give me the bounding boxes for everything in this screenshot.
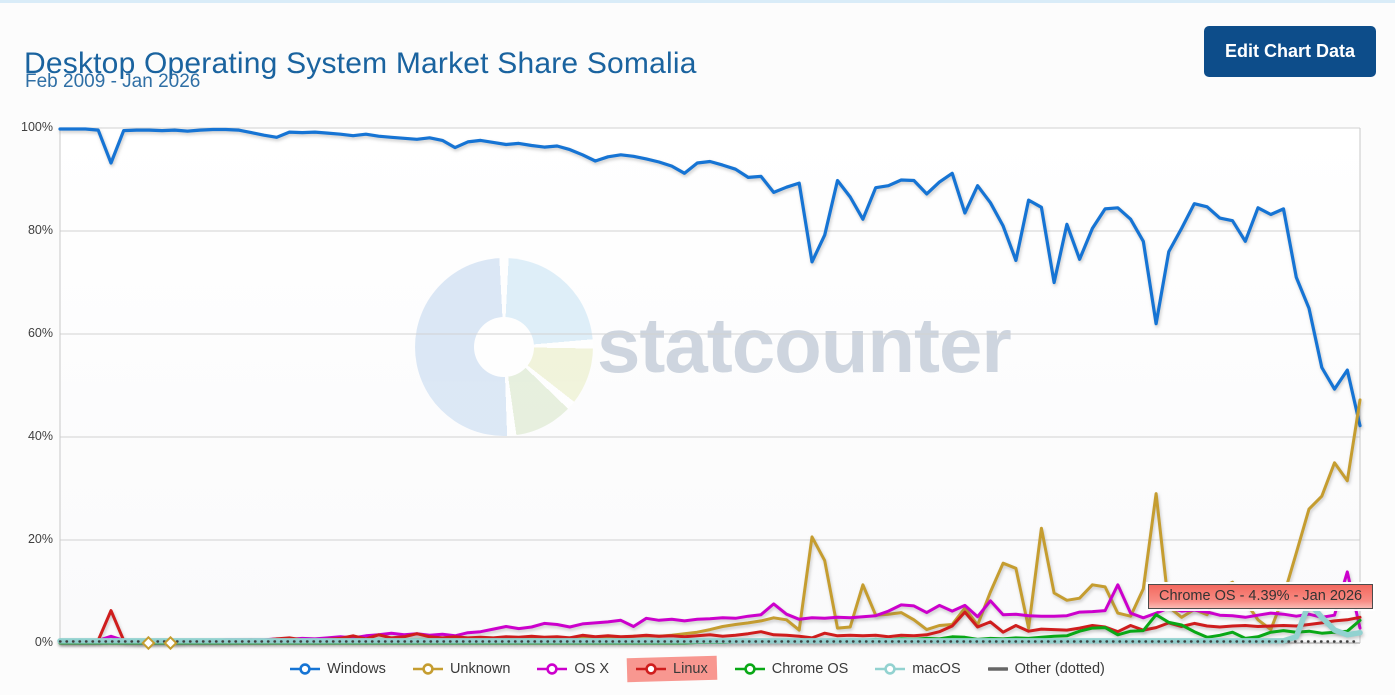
line-circle-marker-icon (537, 663, 568, 675)
legend-item-label: OS X (574, 661, 610, 677)
series-line-windows (58, 127, 1362, 428)
y-axis-tick-label: 80% (27, 223, 53, 237)
legend-item-label: macOS (912, 661, 961, 677)
legend-item-label: Chrome OS (771, 661, 849, 677)
top-accent-bar (0, 0, 1395, 3)
legend-item-label: Windows (327, 661, 386, 677)
line-circle-marker-icon (636, 663, 667, 675)
y-axis-tick-label: 100% (21, 120, 53, 134)
page-title: Desktop Operating System Market Share So… (24, 47, 697, 81)
y-axis-tick-label: 20% (27, 532, 53, 546)
y-axis-tick-label: 40% (27, 429, 53, 443)
legend-item-macos[interactable]: macOS (875, 661, 961, 677)
chart-plot-area[interactable]: statcounter (57, 127, 1363, 651)
chart-tooltip: Chrome OS - 4.39% - Jan 2026 (1145, 582, 1376, 611)
legend-item-label: Other (dotted) (1014, 661, 1105, 677)
y-axis-labels: 0% 20% 40% 60% 80% 100% (0, 120, 54, 649)
y-axis-tick-label: 60% (27, 326, 53, 340)
zero-value-marker-icon (163, 635, 178, 651)
legend-item-os-x[interactable]: OS X (537, 661, 609, 677)
legend-item-label: Unknown (449, 661, 511, 677)
line-circle-marker-icon (290, 663, 321, 675)
legend-item-unknown[interactable]: Unknown (412, 661, 511, 677)
legend-item-chrome-os[interactable]: Chrome OS (734, 661, 849, 677)
y-axis-tick-label: 0% (34, 635, 53, 649)
legend-item-other-dotted-[interactable]: Other (dotted) (987, 661, 1105, 677)
date-range-subtitle: Feb 2009 - Jan 2026 (25, 71, 201, 92)
series-line-linux (58, 609, 1362, 643)
line-circle-marker-icon (875, 663, 906, 675)
legend-item-linux[interactable]: Linux (636, 661, 708, 677)
line-circle-marker-icon (412, 663, 443, 675)
legend-item-label: Linux (673, 661, 708, 677)
legend-item-windows[interactable]: Windows (290, 661, 386, 677)
edit-chart-data-button[interactable]: Edit Chart Data (1203, 26, 1376, 77)
zero-value-marker-icon (141, 635, 156, 651)
plot-svg (57, 127, 1363, 651)
dash-marker-icon (987, 667, 1008, 671)
line-circle-marker-icon (734, 663, 765, 675)
chart-legend: Windows Unknown OS X Linux Chrome OS macOS Oth… (0, 661, 1395, 677)
